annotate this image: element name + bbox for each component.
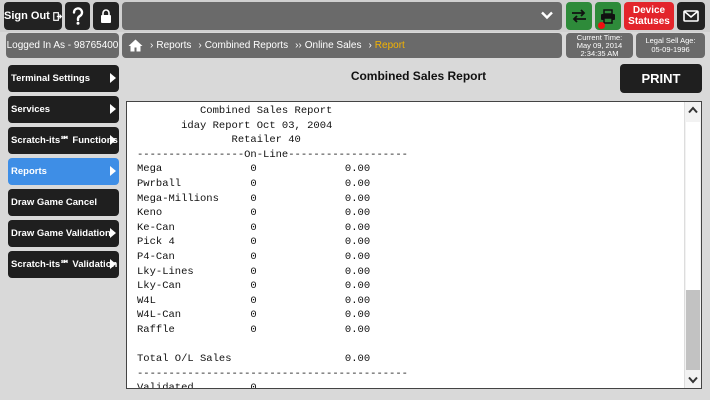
menu-item-label: Reports [11, 166, 47, 177]
scrollbar-upper-track [686, 122, 700, 290]
breadcrumb: › Reports › Combined Reports ›› Online S… [122, 33, 562, 58]
menu-item-label: Scratch-its℠ Validation [11, 259, 118, 270]
report-line: Raffle 0 0.00 [137, 323, 371, 336]
ticker-bar [122, 2, 562, 30]
question-mark-icon [72, 7, 83, 25]
report-line: Keno 0 0.00 [137, 207, 371, 220]
caret-right-icon [110, 73, 116, 83]
report-line: Mega 0 0.00 [137, 163, 371, 176]
lock-icon [101, 9, 111, 23]
breadcrumb-separator: › [150, 40, 154, 51]
report-line: iday Report Oct 03, 2004 [137, 119, 333, 132]
page-title: Combined Sales Report [350, 69, 487, 83]
menu-item-label: Scratch-its℠ Functions [11, 135, 118, 146]
menu-item-label: Draw Game Cancel [11, 197, 98, 208]
caret-right-icon [110, 104, 116, 114]
report-line: Lky-Lines 0 0.00 [137, 265, 371, 278]
scrollbar-thumb[interactable] [686, 290, 700, 370]
envelope-icon [683, 10, 699, 22]
top-bar: Sign Out Device Statuses [0, 0, 710, 32]
report-line: Pick 4 0 0.00 [137, 236, 371, 249]
report-line: Mega-Millions 0 0.00 [137, 192, 371, 205]
caret-right-icon [110, 228, 116, 238]
menu-item-label: Draw Game Validation [11, 228, 111, 239]
menu-item-draw-game-validation[interactable]: Draw Game Validation [8, 220, 119, 247]
current-date: May 09, 2014 [576, 41, 623, 50]
report-line: Lky-Can 0 0.00 [137, 280, 371, 293]
legal-sell-age-date: 05-09-1996 [651, 45, 690, 54]
sign-out-button[interactable]: Sign Out [4, 2, 62, 30]
help-button[interactable] [65, 2, 90, 30]
caret-right-icon [110, 259, 116, 269]
messages-button[interactable] [677, 2, 705, 30]
report-line [137, 338, 408, 353]
current-time: 2:34:35 AM [580, 49, 619, 58]
home-icon[interactable] [128, 39, 143, 52]
menu-item-terminal-settings[interactable]: Terminal Settings [8, 65, 119, 92]
print-button[interactable]: PRINT [620, 64, 702, 93]
printer-button[interactable] [595, 2, 621, 30]
menu-item-scratch-its-functions[interactable]: Scratch-its℠ Functions [8, 127, 119, 154]
report-line: P4-Can 0 0.00 [137, 250, 371, 263]
breadcrumb-report: Report [374, 40, 405, 51]
printer-status-dot [598, 22, 605, 29]
breadcrumb-combined-reports[interactable]: Combined Reports [204, 40, 289, 51]
transfer-arrows-icon [572, 9, 586, 23]
caret-right-icon [110, 166, 116, 176]
logged-in-user: Logged In As - 98765400 [6, 33, 119, 58]
menu-item-scratch-its-validation[interactable]: Scratch-its℠ Validation [8, 251, 119, 278]
menu-item-label: Terminal Settings [11, 73, 91, 84]
device-statuses-button[interactable]: Device Statuses [624, 2, 674, 30]
menu-item-draw-game-cancel[interactable]: Draw Game Cancel [8, 189, 119, 216]
breadcrumb-separator: › [368, 40, 372, 51]
sign-out-icon [53, 11, 62, 21]
menu-item-services[interactable]: Services [8, 96, 119, 123]
report-line: W4L 0 0.00 [137, 294, 371, 307]
sign-out-label: Sign Out [4, 10, 50, 22]
report-line: Combined Sales Report [137, 105, 333, 117]
report-line: Validated 0 [137, 382, 257, 389]
device-statuses-label: Device Statuses [628, 5, 670, 27]
report-line: Retailer 40 [137, 134, 301, 147]
report-line: W4L-Can 0 0.00 [137, 309, 371, 322]
breadcrumb-separator: ›› [295, 40, 302, 51]
current-time-panel: Current Time: May 09, 2014 2:34:35 AM [566, 33, 633, 58]
chevron-down-icon[interactable] [688, 376, 698, 384]
report-line: Pwrball 0 0.00 [137, 177, 371, 190]
chevron-up-icon[interactable] [688, 106, 698, 114]
report-line: ----------------------------------------… [137, 367, 408, 380]
report-viewer[interactable]: Combined Sales Report iday Report Oct 03… [126, 101, 702, 389]
legal-sell-age-panel: Legal Sell Age: 05-09-1996 [636, 33, 705, 58]
caret-right-icon [110, 135, 116, 145]
printer-icon [601, 8, 615, 24]
chevron-down-icon[interactable] [540, 8, 554, 22]
breadcrumb-online-sales[interactable]: Online Sales [304, 40, 362, 51]
current-time-label: Current Time: [576, 33, 623, 42]
menu-item-reports[interactable]: Reports [8, 158, 119, 185]
breadcrumb-separator: › [198, 40, 202, 51]
breadcrumb-reports[interactable]: Reports [156, 40, 192, 51]
legal-sell-age-label: Legal Sell Age: [645, 36, 696, 45]
report-line: -----------------On-Line----------------… [137, 148, 408, 161]
report-line: Total O/L Sales 0.00 [137, 353, 371, 366]
scrollbar[interactable] [684, 102, 701, 388]
lock-button[interactable] [93, 2, 119, 30]
report-line: Ke-Can 0 0.00 [137, 221, 371, 234]
menu-item-label: Services [11, 104, 51, 115]
report-content: Combined Sales Report iday Report Oct 03… [137, 104, 408, 389]
transfer-button[interactable] [566, 2, 592, 30]
